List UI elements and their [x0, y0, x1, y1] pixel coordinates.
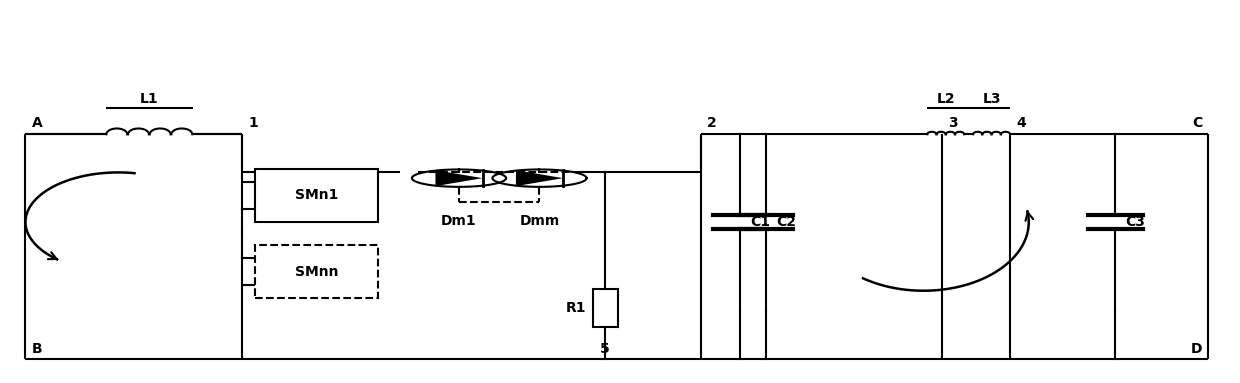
Text: L1: L1: [140, 92, 159, 106]
Text: 1: 1: [248, 116, 258, 131]
Text: C1: C1: [750, 215, 770, 229]
Bar: [254, 245, 378, 298]
Text: A: A: [32, 116, 42, 131]
Text: R1: R1: [565, 301, 587, 315]
Text: 3: 3: [949, 116, 957, 131]
Text: 2: 2: [707, 116, 717, 131]
Text: L2: L2: [936, 92, 955, 106]
Text: 5: 5: [600, 342, 610, 355]
Text: C3: C3: [1126, 215, 1146, 229]
Text: L3: L3: [982, 92, 1001, 106]
Text: C: C: [1192, 116, 1202, 131]
Bar: [254, 169, 378, 222]
Text: C2: C2: [776, 215, 796, 229]
Polygon shape: [516, 170, 563, 186]
Polygon shape: [435, 170, 482, 186]
Text: SMnn: SMnn: [295, 265, 339, 279]
Text: Dm1: Dm1: [441, 214, 477, 228]
Text: 4: 4: [1017, 116, 1027, 131]
Bar: [593, 289, 618, 327]
Text: B: B: [32, 342, 42, 355]
Text: D: D: [1190, 342, 1202, 355]
Text: SMn1: SMn1: [295, 188, 339, 202]
Text: Dmm: Dmm: [520, 214, 559, 228]
